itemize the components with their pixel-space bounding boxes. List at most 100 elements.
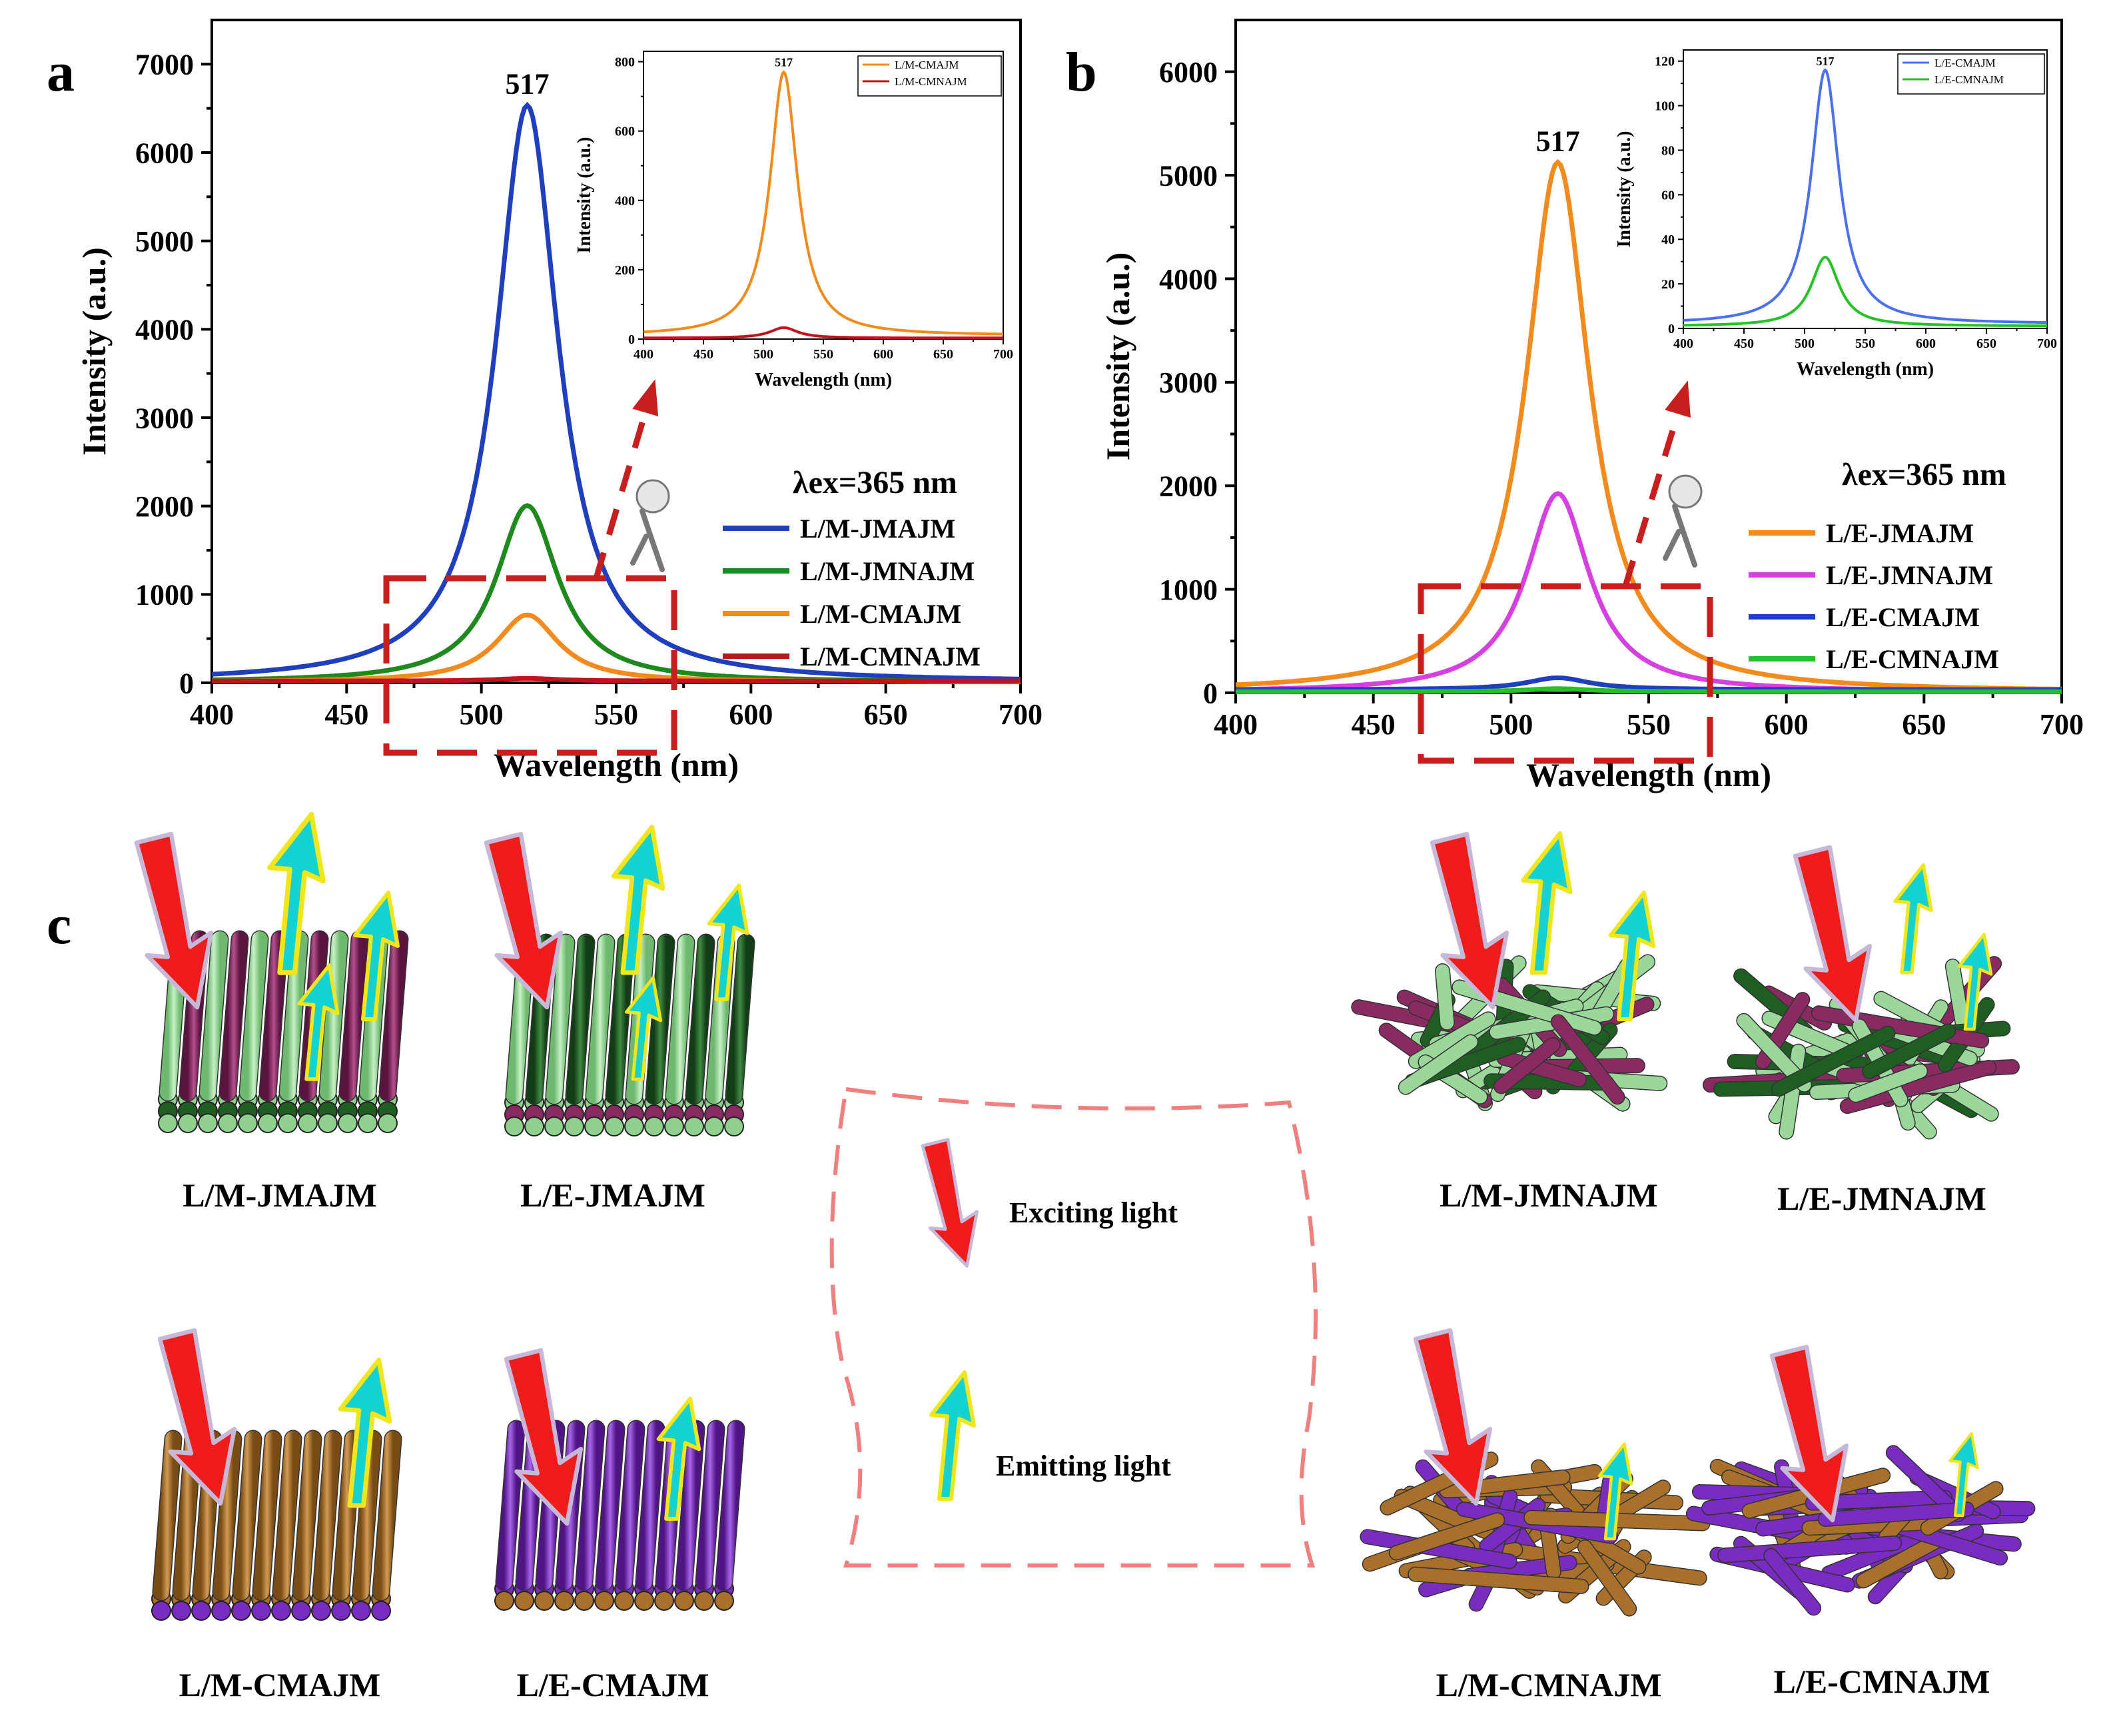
x-tick-label: 400: [190, 698, 234, 731]
fiber-end: [684, 1116, 704, 1136]
zoom-box: [1418, 583, 1713, 764]
fiber-end: [514, 1591, 534, 1611]
y-axis-label: Intensity (a.u.): [574, 137, 595, 253]
fiber: [353, 1431, 381, 1600]
fiber-end: [544, 1116, 564, 1136]
fiber-end: [564, 1116, 584, 1136]
excite-arrow-le-jmajm: [486, 834, 561, 1007]
fiber-end: [298, 1113, 318, 1133]
fiber-end: [291, 1601, 311, 1621]
y-tick-label: 4000: [1159, 263, 1218, 296]
fiber-end: [158, 1113, 178, 1133]
fiber-end: [674, 1591, 694, 1611]
legend-label: L/M-JMNAJM: [800, 556, 975, 586]
series-line-L/M-CMAJM: [643, 70, 1003, 336]
fiber: [636, 1421, 664, 1590]
x-tick-label: 500: [1795, 336, 1815, 351]
y-tick-label: 400: [615, 194, 635, 209]
fiber: [1497, 1051, 1586, 1086]
fiber-end: [238, 1113, 258, 1133]
excitation-label-b: λex=365 nm: [1842, 457, 2006, 492]
x-tick-label: 600: [1765, 708, 1809, 741]
fiber: [233, 1431, 261, 1600]
fiber: [380, 931, 408, 1100]
x-tick-label: 650: [864, 698, 908, 731]
x-tick-label: 700: [2040, 708, 2084, 741]
fiber-end: [624, 1116, 644, 1136]
y-tick-label: 5000: [135, 225, 194, 258]
y-tick-label: 40: [1661, 232, 1675, 247]
x-axis-label: Wavelength (nm): [1797, 359, 1934, 380]
fiber-end: [554, 1591, 574, 1611]
fiber-end: [351, 1601, 371, 1621]
fiber: [566, 935, 594, 1104]
y-tick-label: 0: [179, 667, 194, 699]
x-tick-label: 550: [813, 347, 833, 362]
fiber-end: [251, 1601, 271, 1621]
y-tick-label: 3000: [135, 402, 194, 434]
series-line-L/M-JMAJM: [211, 101, 1021, 681]
series-line-L/M-CMNAJM: [212, 675, 1021, 683]
fiber-end: [258, 1113, 278, 1133]
fiber-end: [704, 1116, 724, 1136]
legend-label: L/M-JMAJM: [800, 514, 955, 544]
legend-label: L/M-CMNAJM: [895, 75, 967, 88]
thinker-icon-b: [1663, 474, 1703, 568]
fiber: [1408, 1567, 1589, 1593]
thinker-icon-a: [630, 479, 670, 572]
emit-arrow-le-jmnajm-1: [1895, 865, 1931, 973]
fiber: [676, 1421, 704, 1590]
legend-label: L/E-CMAJM: [1934, 57, 1996, 69]
fiber-mat-le-jmnajm: [1702, 956, 2020, 1140]
fiber: [313, 1431, 341, 1600]
y-tick-label: 0: [1203, 677, 1218, 709]
fiber: [213, 1431, 241, 1600]
x-tick-label: 700: [2037, 336, 2057, 351]
emit-arrow-lm-jmnajm-1: [1523, 833, 1570, 973]
fiber: [666, 935, 694, 1104]
series-line-L/M-CMNAJM: [643, 326, 1003, 340]
fiber: [1551, 1015, 1625, 1104]
fiber: [1462, 1470, 1570, 1495]
series-line-L/E-CMNAJM: [1683, 255, 2048, 328]
fiber-end: [604, 1116, 624, 1136]
fiber: [220, 931, 248, 1100]
fiber: [1399, 1035, 1478, 1094]
x-tick-label: 600: [873, 347, 893, 362]
fiber-end: [318, 1113, 338, 1133]
fiber: [1857, 1534, 1942, 1587]
fiber-end: [584, 1116, 604, 1136]
fiber: [716, 1421, 744, 1590]
fiber-end: [198, 1113, 218, 1133]
fiber-end: [534, 1591, 554, 1611]
y-tick-label: 1000: [135, 579, 194, 612]
x-tick-label: 500: [460, 698, 504, 731]
fiber: [333, 1431, 361, 1600]
label-lm-cmnajm: L/M-CMNAJM: [1436, 1666, 1662, 1703]
peak-label-b: 517: [1536, 125, 1580, 157]
fiber-end: [524, 1116, 544, 1136]
fiber-bundle-lm-cmajm: [151, 1430, 402, 1621]
y-tick-label: 5000: [1159, 159, 1218, 192]
x-axis-label: Wavelength (nm): [755, 370, 892, 390]
fiber-end: [724, 1116, 744, 1136]
series-line-L/E-JMAJM: [1235, 159, 2062, 692]
fiber: [1812, 1006, 1988, 1048]
fiber: [373, 1431, 401, 1600]
zoom-dashed-line: [1622, 398, 1685, 588]
y-axis-label: Intensity (a.u.): [1099, 252, 1136, 461]
fiber: [696, 1421, 724, 1590]
label-le-jmajm: L/E-JMAJM: [520, 1176, 705, 1214]
fiber: [1578, 1540, 1636, 1616]
y-axis-label: Intensity (a.u.): [75, 247, 113, 456]
x-tick-label: 550: [1855, 336, 1875, 351]
legend-label: L/E-CMNAJM: [1826, 644, 1999, 674]
legend-label: L/M-CMAJM: [800, 599, 961, 629]
label-lm-jmajm: L/M-JMAJM: [183, 1176, 377, 1214]
fiber: [153, 1431, 181, 1600]
chart-a-inset: 400 450 500 550 600 650 700 0 200 400 600 800 Wavele…: [574, 51, 1013, 390]
legend-label: L/E-CMAJM: [1826, 602, 1980, 632]
fiber-end: [271, 1601, 291, 1621]
y-tick-label: 7000: [135, 49, 194, 81]
fiber: [1772, 1027, 1895, 1096]
